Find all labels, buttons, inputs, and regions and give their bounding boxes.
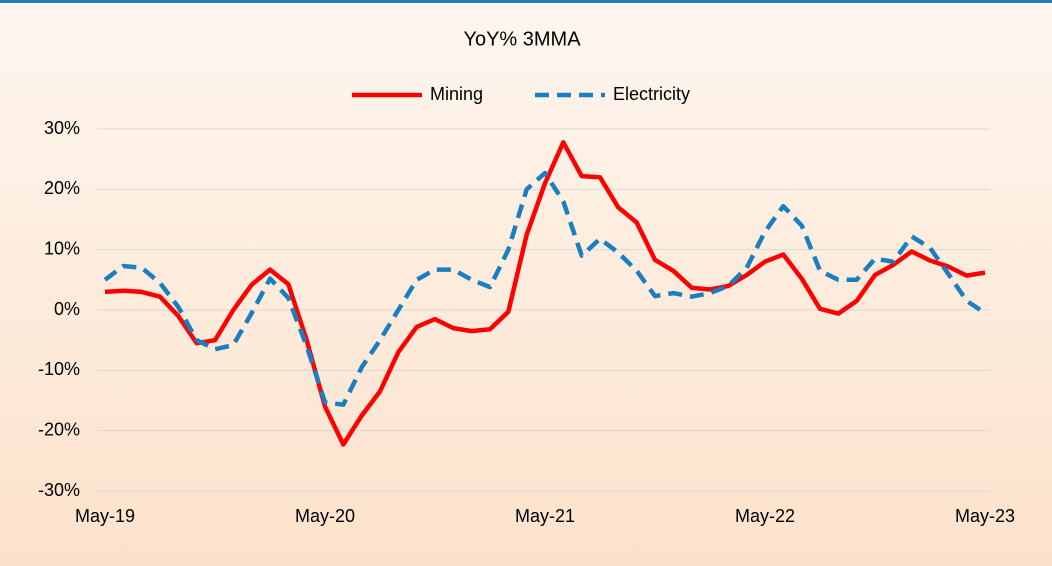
- legend-label: Electricity: [613, 84, 690, 104]
- y-tick-label: 10%: [44, 238, 80, 258]
- y-tick-label: -10%: [38, 359, 80, 379]
- x-tick-label: May-19: [75, 506, 135, 526]
- x-tick-label: May-22: [735, 506, 795, 526]
- y-tick-label: 0%: [54, 299, 80, 319]
- x-tick-label: May-20: [295, 506, 355, 526]
- legend-label: Mining: [430, 84, 483, 104]
- line-series: [104, 140, 986, 447]
- x-tick-label: May-21: [515, 506, 575, 526]
- line-series: [103, 170, 987, 407]
- legend: Mining Electricity: [352, 84, 690, 104]
- y-tick-label: -30%: [38, 480, 80, 500]
- x-tick-label: May-23: [955, 506, 1015, 526]
- y-tick-label: -20%: [38, 419, 80, 439]
- y-tick-label: 30%: [44, 118, 80, 138]
- top-border: [0, 0, 1052, 3]
- chart-title: YoY% 3MMA: [463, 28, 581, 50]
- y-tick-label: 20%: [44, 178, 80, 198]
